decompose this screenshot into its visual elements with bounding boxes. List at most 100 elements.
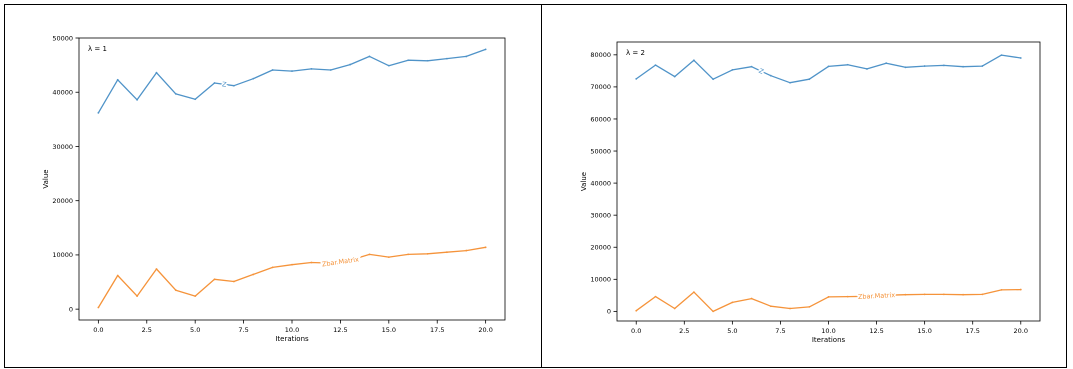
data-point	[1019, 288, 1022, 291]
data-point	[407, 253, 410, 256]
y-tick-label: 0	[69, 305, 73, 313]
series-label: Z	[757, 67, 765, 76]
x-tick-label: 5.0	[727, 327, 737, 335]
data-point	[846, 295, 849, 298]
data-point	[789, 307, 791, 310]
y-tick-label: 10000	[52, 251, 73, 259]
data-point	[387, 256, 390, 258]
data-point	[426, 59, 429, 62]
data-point	[194, 98, 197, 101]
data-point	[291, 263, 293, 266]
data-point	[635, 309, 638, 312]
data-point	[329, 69, 332, 71]
x-tick-label: 5.0	[190, 326, 200, 334]
data-point	[174, 289, 177, 292]
data-point	[368, 55, 371, 58]
x-tick-label: 2.5	[142, 326, 152, 334]
y-tick-label: 30000	[590, 211, 611, 219]
data-point	[981, 293, 984, 296]
data-point	[866, 68, 868, 70]
x-tick-label: 20.0	[478, 326, 492, 334]
y-tick-label: 40000	[52, 89, 73, 97]
data-point	[1019, 57, 1022, 59]
x-tick-label: 20.0	[1014, 327, 1028, 335]
x-tick-label: 0.0	[631, 327, 641, 335]
data-point	[904, 293, 907, 296]
data-point	[310, 68, 313, 70]
y-tick-label: 50000	[590, 147, 611, 155]
data-point	[923, 293, 926, 296]
figure-frame	[4, 4, 1067, 368]
data-point	[465, 249, 468, 252]
y-tick-label: 60000	[590, 115, 611, 123]
panel-divider	[541, 4, 542, 368]
data-point	[252, 77, 255, 80]
data-point	[827, 65, 830, 68]
data-point	[654, 64, 657, 66]
y-tick-label: 20000	[52, 197, 73, 205]
x-tick-label: 12.5	[869, 327, 883, 335]
x-tick-label: 0.0	[93, 326, 103, 334]
data-point	[271, 266, 274, 269]
data-point	[731, 301, 734, 304]
data-point	[712, 310, 715, 313]
data-point	[1000, 288, 1003, 291]
data-point	[213, 278, 216, 281]
data-point	[116, 78, 119, 81]
y-axis-label: Value	[580, 172, 588, 191]
data-point	[174, 92, 177, 95]
data-point	[673, 307, 676, 310]
x-tick-label: 10.0	[285, 326, 299, 334]
data-point	[769, 74, 772, 77]
x-tick-label: 15.0	[382, 326, 396, 334]
data-point	[750, 65, 753, 68]
data-point	[769, 305, 772, 308]
x-tick-label: 10.0	[821, 327, 835, 335]
series-line	[635, 54, 1021, 84]
data-point	[808, 78, 811, 81]
data-point	[827, 296, 830, 298]
x-axis-label: Iterations	[275, 335, 309, 343]
x-tick-label: 17.5	[430, 326, 444, 334]
data-point	[349, 63, 351, 66]
data-point	[329, 262, 332, 264]
data-point	[1000, 54, 1003, 57]
data-point	[962, 293, 964, 296]
data-point	[789, 81, 791, 84]
data-point	[673, 75, 676, 78]
plot-area	[616, 41, 1041, 322]
data-point	[213, 82, 216, 84]
data-point	[808, 305, 811, 308]
data-point	[846, 63, 849, 66]
data-point	[962, 65, 964, 68]
lambda-annotation: λ = 1	[88, 45, 107, 53]
data-point	[233, 84, 235, 87]
data-point	[446, 251, 448, 254]
x-tick-label: 7.5	[238, 326, 248, 334]
x-axis-label: Iterations	[812, 336, 846, 344]
data-point	[387, 64, 390, 67]
data-point	[693, 291, 695, 294]
data-point	[446, 57, 448, 60]
data-point	[654, 295, 657, 298]
y-axis-label: Value	[42, 169, 50, 188]
lambda-annotation: λ = 2	[626, 49, 645, 57]
y-tick-label: 10000	[590, 276, 611, 284]
data-point	[116, 274, 119, 277]
data-point	[136, 295, 138, 298]
y-tick-label: 0	[607, 308, 611, 316]
y-tick-label: 20000	[590, 244, 611, 252]
data-point	[271, 69, 274, 71]
data-point	[252, 273, 255, 276]
data-point	[233, 280, 235, 283]
data-point	[885, 62, 888, 65]
data-point	[426, 252, 429, 255]
data-point	[981, 65, 984, 67]
data-point	[310, 261, 313, 264]
data-point	[866, 295, 868, 298]
data-point	[693, 59, 695, 62]
x-tick-label: 15.0	[917, 327, 931, 335]
data-point	[407, 59, 410, 62]
series-label: Zbar.Matrix	[858, 291, 896, 301]
